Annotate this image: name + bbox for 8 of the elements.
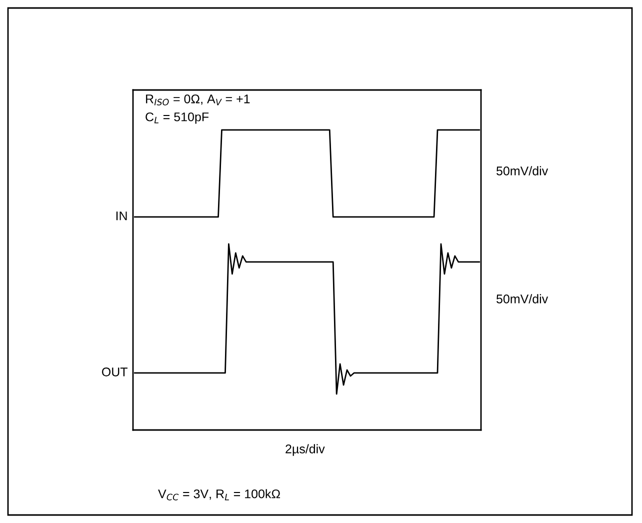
text: V$_{CC}$ = 3V, R$_{L}$ = 100kΩ	[158, 489, 280, 500]
text: 50mV/div	[496, 166, 548, 176]
text: R$_{ISO}$ = 0Ω, A$_{V}$ = +1	[146, 94, 250, 106]
text: C$_{L}$ = 510pF	[146, 112, 209, 124]
series-label: OUT	[102, 367, 128, 376]
text: 50mV/div	[496, 294, 548, 304]
series-label: IN	[116, 212, 127, 220]
text: 2µs/div	[286, 444, 325, 456]
